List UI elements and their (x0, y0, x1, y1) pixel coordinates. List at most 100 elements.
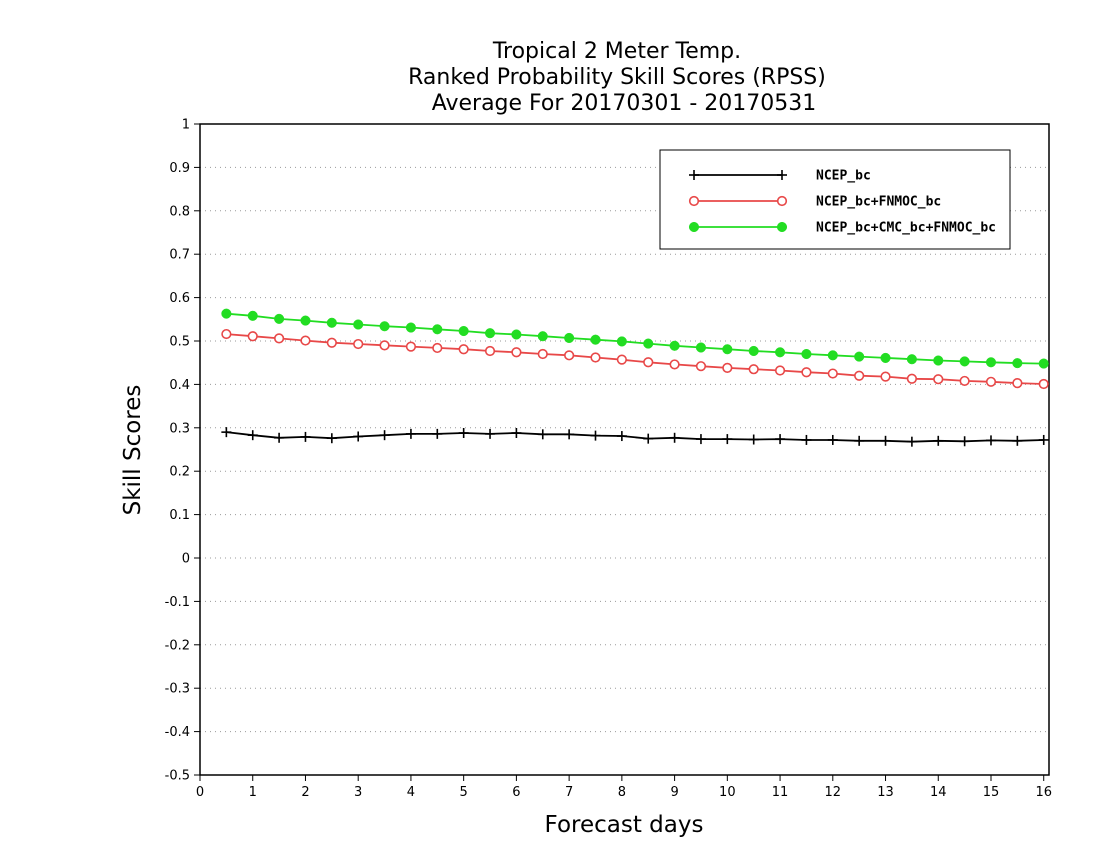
data-point (221, 427, 232, 438)
y-tick-label: -0.4 (165, 725, 190, 740)
y-tick-label: -0.2 (165, 638, 190, 653)
data-point (643, 433, 654, 444)
data-point (985, 376, 997, 387)
y-tick-label: 1 (182, 118, 190, 133)
data-point (458, 344, 469, 355)
data-point (353, 319, 364, 330)
data-point (511, 329, 522, 340)
data-point (1038, 358, 1049, 369)
data-point (880, 435, 891, 446)
legend-marker (688, 221, 700, 233)
data-point (722, 362, 733, 374)
series-1 (221, 427, 1049, 447)
y-tick-label: 0.2 (169, 465, 190, 480)
data-point (1012, 435, 1023, 446)
x-tick-label: 14 (930, 785, 947, 800)
series-3 (221, 308, 1049, 369)
data-point (695, 361, 707, 372)
data-point (616, 354, 627, 365)
data-point (432, 324, 443, 335)
y-tick-label: 0.1 (169, 508, 190, 523)
chart-title-line-3: Average For 20170301 - 20170531 (432, 91, 817, 116)
x-tick-label: 16 (1035, 785, 1052, 800)
data-point (564, 332, 575, 344)
data-point (801, 348, 812, 360)
data-point (669, 340, 680, 351)
data-point (405, 322, 416, 333)
data-point (854, 435, 865, 446)
data-point (247, 331, 258, 342)
data-point (379, 340, 390, 351)
data-point (432, 428, 443, 439)
data-point (801, 434, 812, 445)
y-axis: 1 0.9 0.8 0.7 0.6 0.5 0.4 0.3 0.2 0.1 0 -0.1 -0.2 -0.… (165, 118, 200, 784)
data-point (432, 342, 443, 354)
data-point (827, 368, 838, 379)
x-tick-label: 10 (719, 785, 736, 800)
legend-marker (776, 221, 788, 233)
data-point (985, 357, 997, 368)
series-2 (221, 328, 1049, 390)
legend-marker (688, 195, 700, 207)
x-tick-label: 5 (460, 785, 468, 800)
legend-entry: NCEP_bc+FNMOC_bc (688, 195, 941, 210)
legend-entry: NCEP_bc+CMC_bc+FNMOC_bc (688, 221, 996, 236)
data-point (564, 350, 575, 361)
data-point (274, 313, 285, 324)
data-point (827, 434, 838, 445)
x-tick-label: 7 (565, 785, 573, 800)
legend-label: NCEP_bc (816, 169, 871, 184)
data-point (1012, 358, 1023, 369)
data-point (590, 352, 601, 363)
x-tick-label: 2 (301, 785, 309, 800)
legend-marker (776, 195, 788, 207)
data-point (590, 334, 601, 345)
chart-title-line-2: Ranked Probability Skill Scores (RPSS) (408, 65, 826, 90)
y-tick-label: 0.9 (169, 161, 190, 176)
series-line (226, 312, 1044, 365)
data-point (695, 434, 706, 445)
data-point (300, 315, 311, 326)
data-point (537, 331, 548, 342)
plot-frame (199, 123, 1050, 776)
data-point (748, 434, 759, 445)
data-point (854, 370, 865, 381)
y-tick-label: -0.1 (165, 595, 190, 610)
data-point (643, 338, 654, 349)
legend-marker (777, 170, 787, 180)
x-tick-label: 0 (196, 785, 204, 800)
y-tick-label: -0.5 (165, 769, 190, 784)
data-point (405, 428, 416, 439)
x-tick-label: 8 (618, 785, 626, 800)
data-point (564, 429, 575, 440)
data-point (511, 347, 522, 358)
data-point (379, 430, 390, 441)
data-point (1012, 377, 1023, 389)
legend-label: NCEP_bc+CMC_bc+FNMOC_bc (816, 221, 996, 236)
data-point (484, 328, 496, 339)
data-point (590, 430, 601, 441)
x-tick-label: 13 (877, 785, 894, 800)
data-point (985, 435, 996, 446)
data-point (775, 434, 786, 445)
data-point (906, 373, 917, 384)
y-tick-label: 0.5 (169, 335, 190, 350)
data-point (801, 367, 812, 378)
y-tick-label: 0.7 (169, 248, 190, 263)
gridlines (200, 166, 1049, 733)
legend: NCEP_bc NCEP_bc+FNMOC_bc NCEP_bc+CMC_bc+FN… (659, 149, 1011, 250)
data-point (326, 337, 337, 348)
x-axis: 0 1 2 3 4 5 6 7 8 9 10 11 12 13 14 15 16 (196, 775, 1052, 800)
data-point (274, 432, 285, 443)
y-tick-label: 0.8 (169, 204, 190, 219)
data-point (854, 351, 865, 362)
data-point (933, 355, 944, 366)
data-point (458, 325, 469, 337)
data-point (880, 352, 891, 363)
data-point (695, 342, 707, 353)
data-point (326, 317, 337, 328)
data-point (247, 310, 258, 321)
data-point (353, 338, 364, 350)
data-point (221, 308, 232, 319)
